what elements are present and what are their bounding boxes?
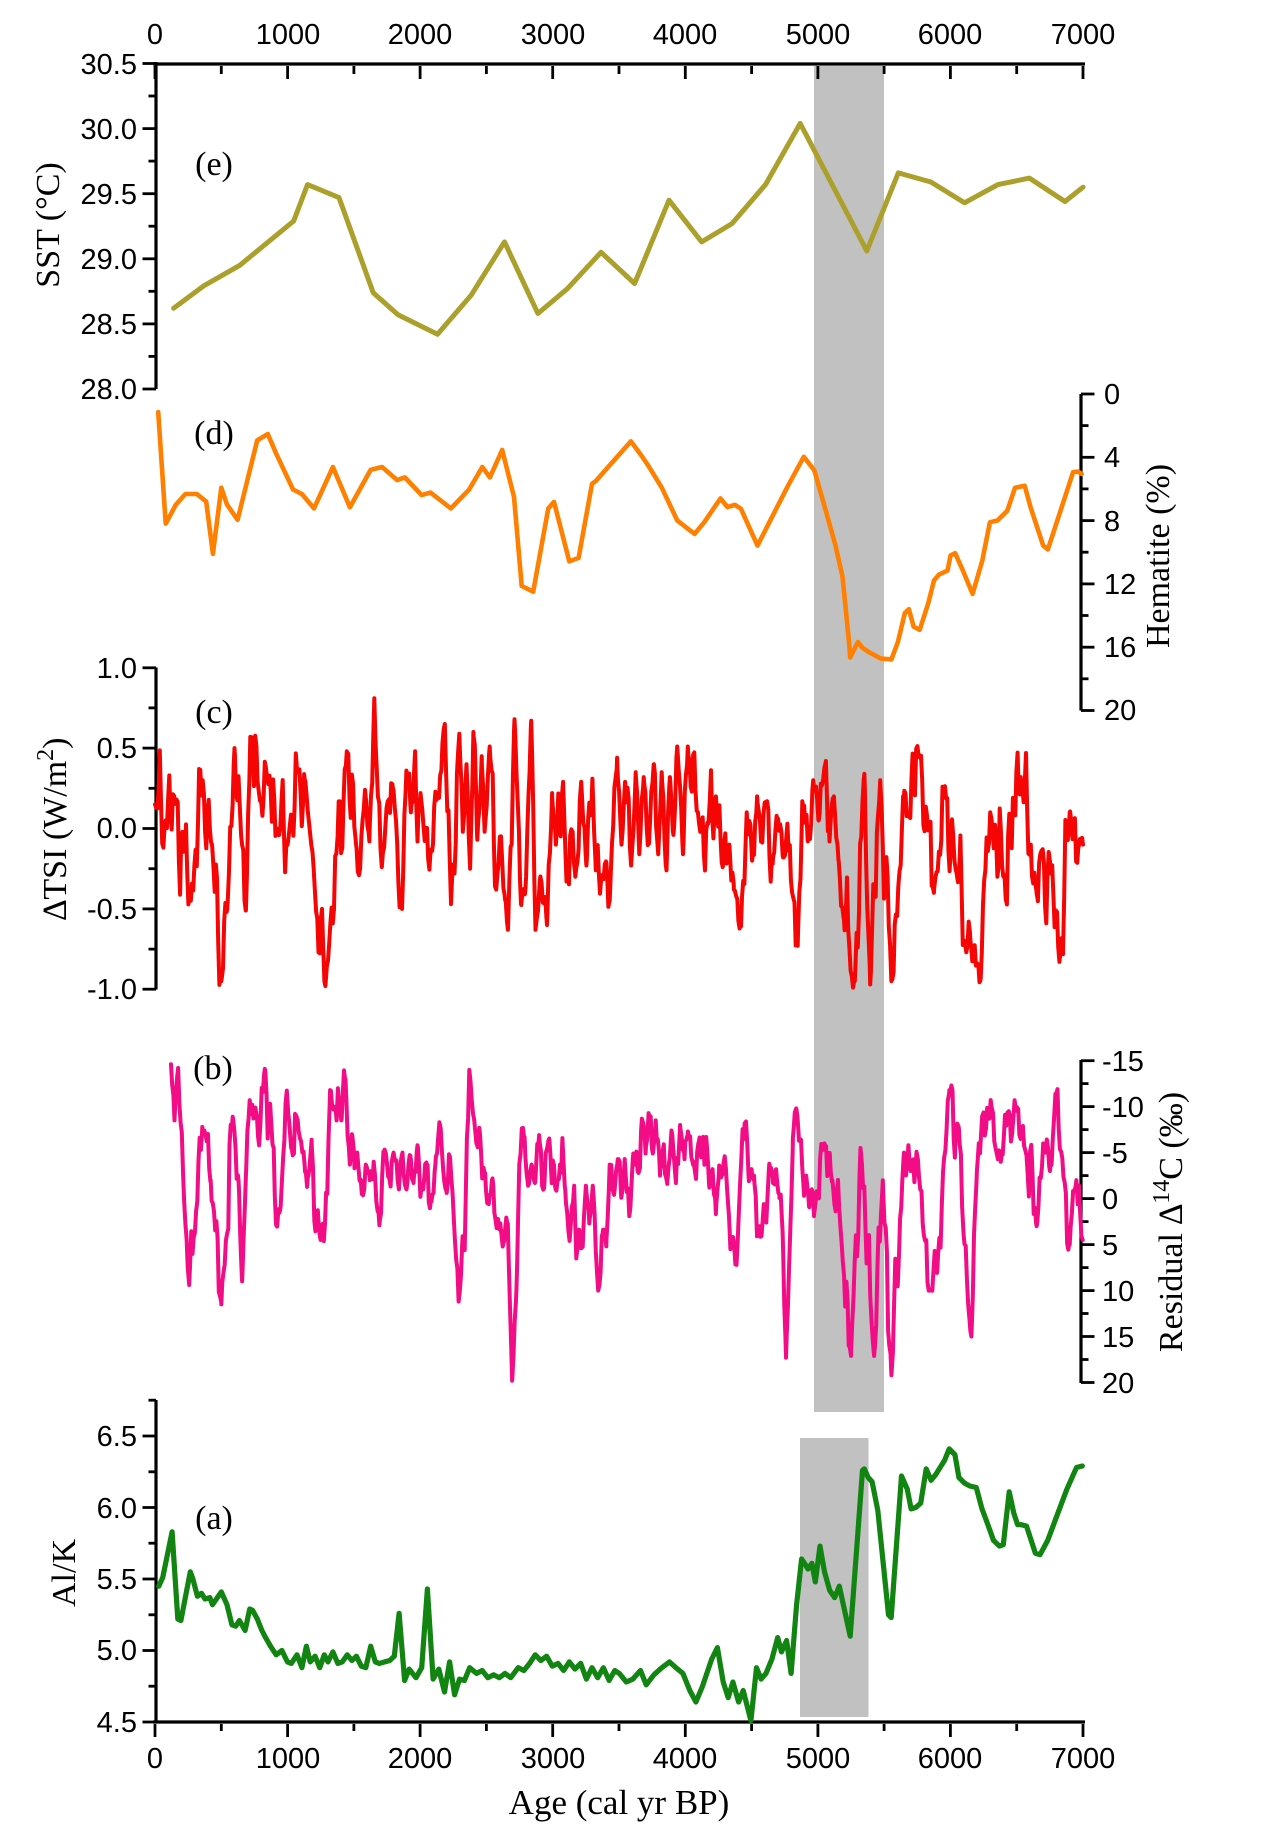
svg-text:3000: 3000 xyxy=(521,19,586,51)
svg-text:(a): (a) xyxy=(195,1500,233,1537)
svg-text:29.5: 29.5 xyxy=(81,179,137,211)
svg-text:10: 10 xyxy=(1102,1276,1134,1308)
svg-text:5000: 5000 xyxy=(786,1743,851,1775)
svg-text:-1.0: -1.0 xyxy=(87,974,137,1006)
svg-text:30.5: 30.5 xyxy=(81,49,137,81)
svg-text:1.0: 1.0 xyxy=(97,653,137,685)
svg-text:2000: 2000 xyxy=(388,1743,453,1775)
svg-text:Age (cal yr BP): Age (cal yr BP) xyxy=(509,1783,730,1822)
svg-text:4000: 4000 xyxy=(653,19,718,51)
svg-text:Residual ∆14C (‰): Residual ∆14C (‰) xyxy=(1149,1092,1190,1352)
svg-text:5000: 5000 xyxy=(786,19,851,51)
svg-text:12: 12 xyxy=(1104,569,1136,601)
svg-text:0.5: 0.5 xyxy=(97,733,137,765)
svg-text:6.5: 6.5 xyxy=(97,1421,137,1453)
svg-text:1000: 1000 xyxy=(256,1743,321,1775)
svg-text:28.5: 28.5 xyxy=(81,309,137,341)
svg-text:5.0: 5.0 xyxy=(97,1635,137,1667)
svg-text:28.0: 28.0 xyxy=(81,374,137,406)
svg-text:30.0: 30.0 xyxy=(81,114,137,146)
svg-text:-5: -5 xyxy=(1102,1138,1128,1170)
svg-text:20: 20 xyxy=(1102,1368,1134,1400)
svg-text:-0.5: -0.5 xyxy=(87,894,137,926)
svg-text:(e): (e) xyxy=(195,146,233,183)
svg-text:5: 5 xyxy=(1102,1230,1118,1262)
svg-text:4.5: 4.5 xyxy=(97,1707,137,1739)
svg-text:6.0: 6.0 xyxy=(97,1493,137,1525)
svg-text:15: 15 xyxy=(1102,1322,1134,1354)
svg-text:(b): (b) xyxy=(193,1050,233,1087)
svg-text:0.0: 0.0 xyxy=(97,813,137,845)
svg-text:0: 0 xyxy=(147,1743,163,1775)
svg-text:6000: 6000 xyxy=(918,19,983,51)
svg-text:-15: -15 xyxy=(1102,1046,1144,1078)
svg-text:Hematite (%): Hematite (%) xyxy=(1140,464,1177,648)
svg-text:1000: 1000 xyxy=(256,19,321,51)
svg-text:8: 8 xyxy=(1104,506,1120,538)
svg-text:16: 16 xyxy=(1104,632,1136,664)
svg-text:20: 20 xyxy=(1104,695,1136,727)
svg-text:2000: 2000 xyxy=(388,19,453,51)
svg-text:(d): (d) xyxy=(194,415,234,452)
svg-text:3000: 3000 xyxy=(521,1743,586,1775)
svg-text:5.5: 5.5 xyxy=(97,1564,137,1596)
svg-text:∆TSI (W/m2): ∆TSI (W/m2) xyxy=(33,738,74,921)
svg-text:0: 0 xyxy=(1104,379,1120,411)
svg-text:-10: -10 xyxy=(1102,1092,1144,1124)
svg-text:4000: 4000 xyxy=(653,1743,718,1775)
svg-text:6000: 6000 xyxy=(918,1743,983,1775)
svg-text:29.0: 29.0 xyxy=(81,244,137,276)
svg-text:(c): (c) xyxy=(195,694,233,731)
svg-text:Al/K: Al/K xyxy=(46,1539,83,1607)
svg-text:SST (°C): SST (°C) xyxy=(30,162,67,287)
svg-text:4: 4 xyxy=(1104,442,1120,474)
svg-text:7000: 7000 xyxy=(1051,19,1116,51)
svg-text:0: 0 xyxy=(1102,1184,1118,1216)
svg-text:7000: 7000 xyxy=(1051,1743,1116,1775)
svg-text:0: 0 xyxy=(147,19,163,51)
